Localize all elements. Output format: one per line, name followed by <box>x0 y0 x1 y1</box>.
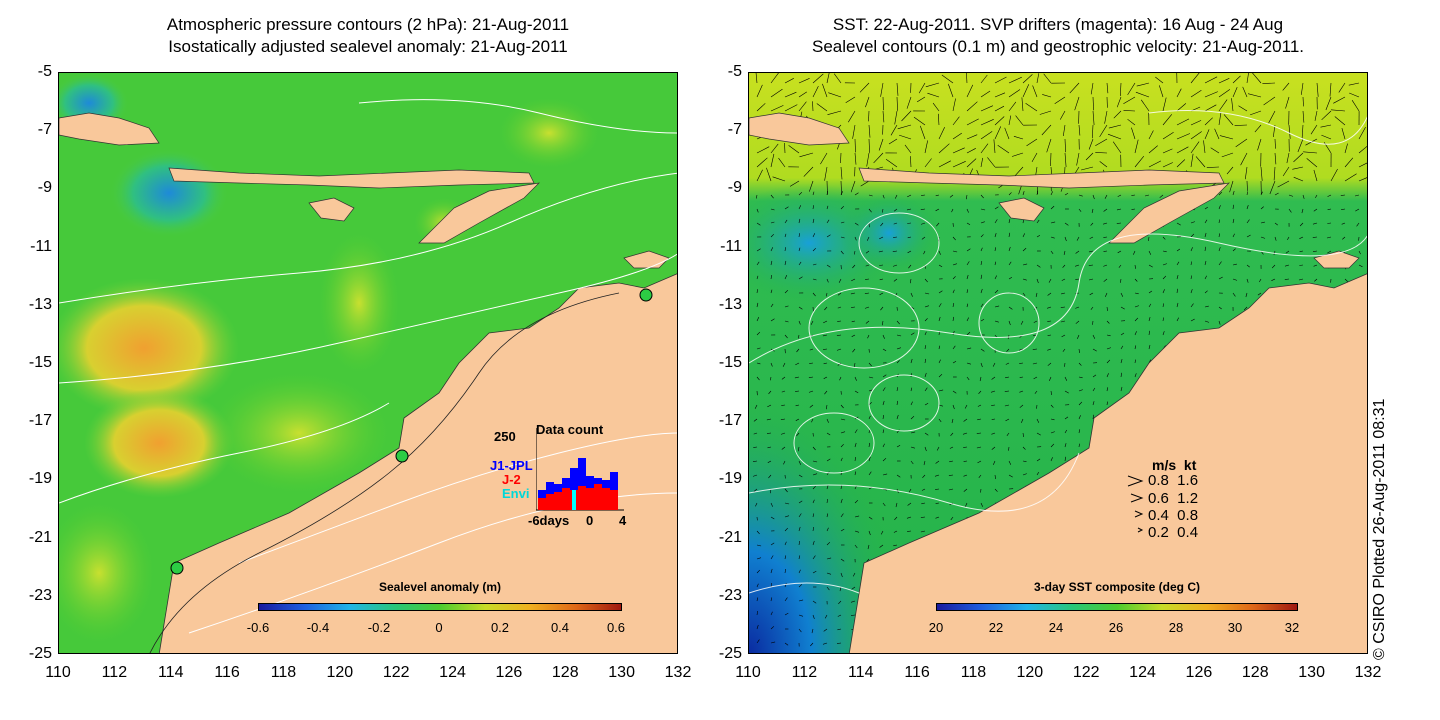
right-colorbar <box>936 603 1298 611</box>
vector-legend-row: 0.4 0.8 <box>1148 507 1199 524</box>
y-tick-label: -21 <box>28 528 52 546</box>
vector-legend-row: 0.8 1.6 <box>1148 472 1199 489</box>
y-tick-label: -23 <box>28 586 52 604</box>
right-cbar-tick: 28 <box>1168 620 1184 635</box>
y-tick-label: -19 <box>28 470 52 488</box>
y-tick-label: -25 <box>28 645 52 662</box>
inset-ymax: 250 <box>494 429 516 444</box>
x-tick-label: 114 <box>157 664 184 681</box>
x-tick-label: 126 <box>1185 664 1213 681</box>
tide-gauge-marker <box>395 449 409 463</box>
x-tick-label: 126 <box>495 664 523 681</box>
sst-svg <box>749 73 1367 653</box>
x-tick-label: 132 <box>664 664 692 681</box>
vector-legend-row: 0.6 1.2 <box>1148 490 1199 507</box>
y-tick-label: -7 <box>727 121 742 139</box>
tide-gauge-marker <box>170 561 184 575</box>
x-tick-label: 130 <box>608 664 635 681</box>
y-tick-label: -13 <box>28 295 52 313</box>
inset-x-label-start: -6days <box>528 513 570 528</box>
right-cbar-tick: 26 <box>1108 620 1124 635</box>
inset-bars <box>536 428 624 511</box>
credit-text: © CSIRO Plotted 26-Aug-2011 08:31 <box>1371 398 1388 660</box>
sealevel-contours <box>749 110 1367 594</box>
x-tick-label: 112 <box>101 664 128 681</box>
left-cbar-tick: 0 <box>435 620 443 635</box>
left-cbar-tick: -0.6 <box>246 620 270 635</box>
y-tick-label: -9 <box>37 179 52 197</box>
x-tick-label: 124 <box>1129 664 1156 681</box>
y-tick-label: -7 <box>37 121 52 139</box>
inset-x-label-end: 4 <box>619 513 627 528</box>
right-title-line1: SST: 22-Aug-2011. SVP drifters (magenta)… <box>832 15 1284 34</box>
x-tick-label: 120 <box>326 664 354 681</box>
sst-map <box>748 72 1368 654</box>
inset-title: Data count <box>536 422 604 437</box>
x-tick-label: 128 <box>1241 664 1269 681</box>
tide-gauge-marker <box>639 288 653 302</box>
x-tick-label: 116 <box>214 664 240 681</box>
left-title-line1: Atmospheric pressure contours (2 hPa): 2… <box>166 15 570 34</box>
inset-series-envi: Envi <box>502 486 530 501</box>
left-map-title: Atmospheric pressure contours (2 hPa): 2… <box>58 14 678 58</box>
right-cbar-tick: 22 <box>988 620 1004 635</box>
x-tick-label: 116 <box>904 664 930 681</box>
y-tick-label: -13 <box>718 295 742 313</box>
x-tick-label: 110 <box>45 664 71 681</box>
left-colorbar-title: Sealevel anomaly (m) <box>378 580 502 594</box>
x-tick-label: 110 <box>735 664 761 681</box>
inset-series-j2: J-2 <box>502 472 521 487</box>
x-tick-label: 130 <box>1298 664 1325 681</box>
data-count-inset: Data count 250 J1-JPL J-2 Envi -6days 0 … <box>478 420 638 530</box>
x-tick-label: 128 <box>551 664 579 681</box>
left-title-line2: Isostatically adjusted sealevel anomaly:… <box>168 37 568 56</box>
x-tick-label: 122 <box>1072 664 1100 681</box>
x-tick-label: 120 <box>1016 664 1044 681</box>
x-tick-label: 118 <box>960 664 987 681</box>
sealevel-anomaly-svg <box>59 73 677 653</box>
x-tick-label: 118 <box>270 664 297 681</box>
sealevel-anomaly-map <box>58 72 678 654</box>
vector-legend-row: 0.2 0.4 <box>1148 524 1199 541</box>
y-tick-label: -11 <box>30 237 52 255</box>
right-cbar-tick: 20 <box>928 620 944 635</box>
inset-x-label-zero: 0 <box>586 513 594 528</box>
vector-legend-arrows <box>1127 475 1144 533</box>
left-cbar-tick: 0.2 <box>490 620 510 635</box>
y-tick-label: -11 <box>720 237 742 255</box>
y-tick-label: -9 <box>727 179 742 197</box>
x-tick-label: 122 <box>382 664 410 681</box>
left-cbar-tick: 0.6 <box>606 620 626 635</box>
left-colorbar <box>258 603 622 611</box>
right-map-title: SST: 22-Aug-2011. SVP drifters (magenta)… <box>748 14 1368 58</box>
y-tick-label: -21 <box>718 528 742 546</box>
y-tick-label: -17 <box>718 412 742 430</box>
y-tick-label: -15 <box>28 354 52 371</box>
right-cbar-tick: 32 <box>1284 620 1300 635</box>
x-tick-label: 114 <box>847 664 874 681</box>
left-cbar-tick: 0.4 <box>550 620 570 635</box>
vector-legend-header: m/s kt <box>1152 457 1197 473</box>
right-cbar-tick: 30 <box>1227 620 1243 635</box>
right-title-line2: Sealevel contours (0.1 m) and geostrophi… <box>811 37 1304 56</box>
y-tick-label: -5 <box>37 63 52 80</box>
left-cbar-tick: -0.4 <box>306 620 330 635</box>
y-tick-label: -5 <box>727 63 742 80</box>
right-colorbar-title: 3-day SST composite (deg C) <box>1033 580 1201 594</box>
y-tick-label: -17 <box>28 412 52 430</box>
x-tick-label: 124 <box>439 664 466 681</box>
y-tick-label: -19 <box>718 470 742 488</box>
y-tick-label: -15 <box>718 354 742 371</box>
y-tick-label: -23 <box>718 586 742 604</box>
x-tick-label: 112 <box>791 664 818 681</box>
inset-series-j1: J1-JPL <box>490 458 533 473</box>
right-cbar-tick: 24 <box>1048 620 1064 635</box>
y-tick-label: -25 <box>718 645 742 662</box>
x-tick-label: 132 <box>1354 664 1382 681</box>
left-cbar-tick: -0.2 <box>367 620 391 635</box>
